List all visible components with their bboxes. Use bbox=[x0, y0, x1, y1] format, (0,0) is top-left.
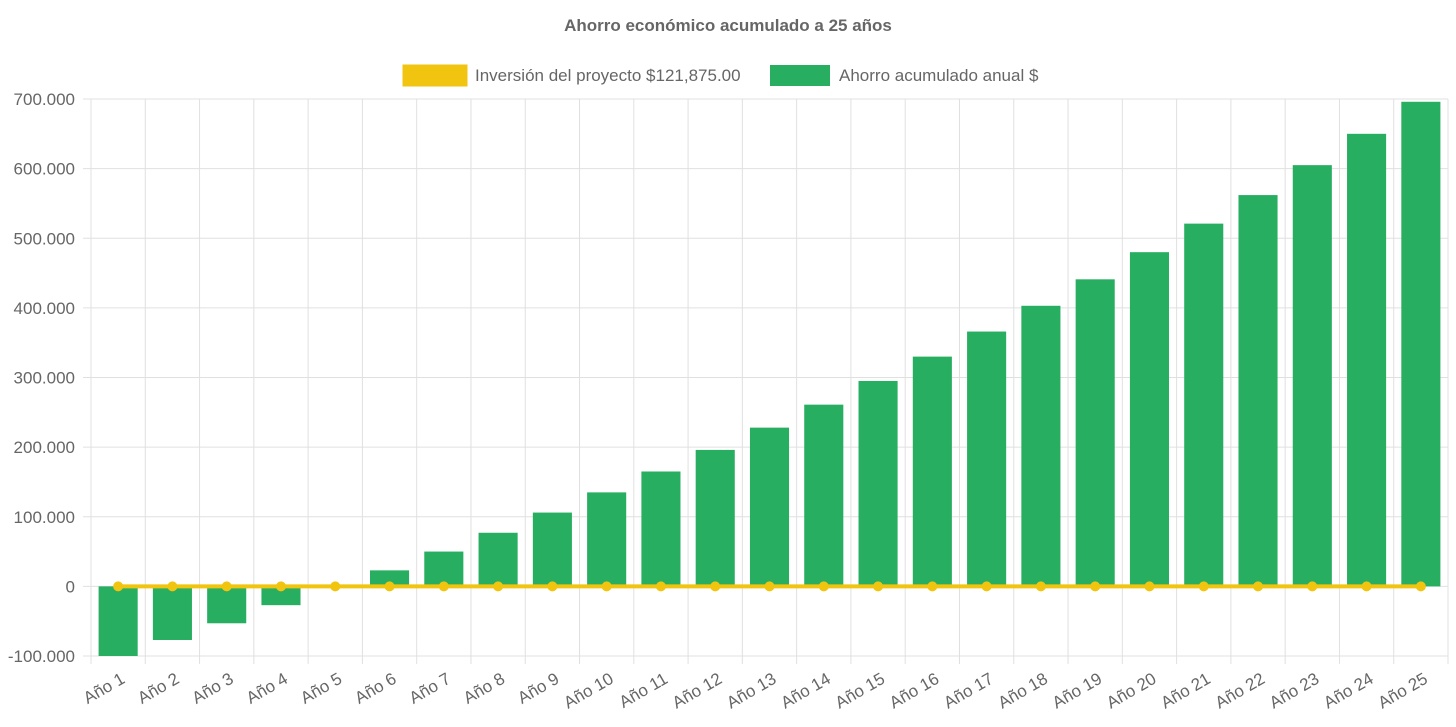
bar[interactable] bbox=[1021, 305, 1061, 587]
line-point[interactable] bbox=[438, 581, 449, 592]
x-tick-label: Año 8 bbox=[460, 669, 508, 708]
x-tick-label: Año 11 bbox=[616, 669, 671, 712]
y-axis: -100.000 0 100.000 200.000 300.000 400.000 500… bbox=[8, 90, 75, 666]
x-tick-label: Año 21 bbox=[1158, 669, 1214, 712]
x-tick-label: Año 18 bbox=[995, 669, 1051, 712]
x-tick-label: Año 6 bbox=[352, 669, 400, 708]
line-point[interactable] bbox=[275, 581, 286, 592]
bar[interactable] bbox=[424, 551, 464, 587]
line-point[interactable] bbox=[710, 581, 721, 592]
y-tick-label: 0 bbox=[66, 577, 75, 596]
y-tick-label: 100.000 bbox=[14, 508, 75, 527]
y-tick-label: 500.000 bbox=[14, 229, 75, 248]
line-point[interactable] bbox=[1415, 581, 1426, 592]
x-tick-label: Año 22 bbox=[1212, 669, 1268, 712]
grid-lines bbox=[83, 98, 1449, 664]
x-tick-label: Año 13 bbox=[723, 669, 779, 712]
x-tick-label: Año 12 bbox=[669, 669, 725, 712]
line-point[interactable] bbox=[1144, 581, 1155, 592]
bar[interactable] bbox=[1184, 223, 1224, 587]
bar[interactable] bbox=[804, 404, 844, 587]
bar[interactable] bbox=[587, 492, 627, 587]
x-tick-label: Año 4 bbox=[243, 669, 291, 708]
line-point[interactable] bbox=[547, 581, 558, 592]
x-tick-label: Año 3 bbox=[189, 669, 237, 708]
y-tick-label: 700.000 bbox=[14, 90, 75, 109]
line-point[interactable] bbox=[873, 581, 884, 592]
line-point[interactable] bbox=[601, 581, 612, 592]
x-tick-label: Año 20 bbox=[1103, 669, 1159, 712]
x-tick-label: Año 17 bbox=[940, 669, 996, 712]
bar[interactable] bbox=[1401, 101, 1441, 587]
line-point[interactable] bbox=[221, 581, 232, 592]
line-point[interactable] bbox=[1361, 581, 1372, 592]
bar[interactable] bbox=[749, 427, 790, 587]
bar[interactable] bbox=[967, 331, 1007, 587]
x-tick-label: Año 2 bbox=[134, 669, 182, 708]
x-tick-label: Año 1 bbox=[80, 669, 128, 708]
chart-title: Ahorro económico acumulado a 25 años bbox=[564, 16, 892, 35]
bar[interactable] bbox=[695, 449, 735, 587]
x-tick-label: Año 23 bbox=[1266, 669, 1322, 712]
bar[interactable] bbox=[1347, 133, 1387, 587]
bar[interactable] bbox=[532, 512, 572, 587]
x-tick-label: Año 25 bbox=[1375, 669, 1431, 712]
x-tick-label: Año 9 bbox=[514, 669, 562, 708]
line-point[interactable] bbox=[981, 581, 992, 592]
bar[interactable] bbox=[1238, 195, 1278, 587]
bar[interactable] bbox=[369, 570, 410, 587]
legend-swatch-ahorro bbox=[770, 65, 830, 86]
line-point[interactable] bbox=[1253, 581, 1264, 592]
y-tick-label: -100.000 bbox=[8, 647, 75, 666]
bar[interactable] bbox=[478, 532, 518, 587]
bar-series bbox=[98, 101, 1441, 656]
bar[interactable] bbox=[152, 586, 192, 640]
bar[interactable] bbox=[858, 380, 898, 587]
line-series bbox=[113, 581, 1426, 592]
line-point[interactable] bbox=[1035, 581, 1046, 592]
line-point[interactable] bbox=[1090, 581, 1101, 592]
legend-swatch-inversion bbox=[402, 64, 468, 87]
bar[interactable] bbox=[1292, 165, 1332, 587]
legend: Inversión del proyecto $121,875.00 Ahorr… bbox=[402, 64, 1039, 87]
x-tick-label: Año 7 bbox=[406, 669, 454, 708]
line-point[interactable] bbox=[818, 581, 829, 592]
bar[interactable] bbox=[1075, 279, 1115, 587]
line-point[interactable] bbox=[167, 581, 178, 592]
bar[interactable] bbox=[912, 356, 952, 587]
y-tick-label: 300.000 bbox=[14, 369, 75, 388]
line-point[interactable] bbox=[493, 581, 504, 592]
x-tick-label: Año 14 bbox=[778, 669, 834, 712]
x-tick-label: Año 24 bbox=[1320, 669, 1376, 712]
legend-item-inversion[interactable]: Inversión del proyecto $121,875.00 bbox=[402, 64, 741, 87]
x-tick-label: Año 10 bbox=[560, 669, 616, 712]
bar[interactable] bbox=[98, 586, 138, 656]
line-point[interactable] bbox=[113, 581, 124, 592]
line-point[interactable] bbox=[330, 581, 341, 592]
bar[interactable] bbox=[1129, 252, 1170, 587]
line-point[interactable] bbox=[384, 581, 395, 592]
bar[interactable] bbox=[641, 471, 681, 587]
legend-item-ahorro[interactable]: Ahorro acumulado anual $ bbox=[770, 65, 1039, 86]
line-point[interactable] bbox=[1307, 581, 1318, 592]
x-tick-label: Año 16 bbox=[886, 669, 942, 712]
x-axis: Año 1 Año 2 Año 3 Año 4 Año 5 Año 6 Año 7 Año 8… bbox=[80, 669, 1431, 712]
x-tick-label: Año 19 bbox=[1049, 669, 1105, 712]
line-point[interactable] bbox=[927, 581, 938, 592]
bar[interactable] bbox=[207, 586, 247, 624]
legend-label-ahorro: Ahorro acumulado anual $ bbox=[839, 66, 1039, 85]
x-tick-label: Año 5 bbox=[297, 669, 345, 708]
line-point[interactable] bbox=[655, 581, 666, 592]
legend-label-inversion: Inversión del proyecto $121,875.00 bbox=[475, 66, 741, 85]
y-tick-label: 400.000 bbox=[14, 299, 75, 318]
line-point[interactable] bbox=[764, 581, 775, 592]
line-point[interactable] bbox=[1198, 581, 1209, 592]
x-tick-label: Año 15 bbox=[832, 669, 888, 712]
bar[interactable] bbox=[261, 586, 301, 606]
y-tick-label: 200.000 bbox=[14, 438, 75, 457]
y-tick-label: 600.000 bbox=[14, 160, 75, 179]
